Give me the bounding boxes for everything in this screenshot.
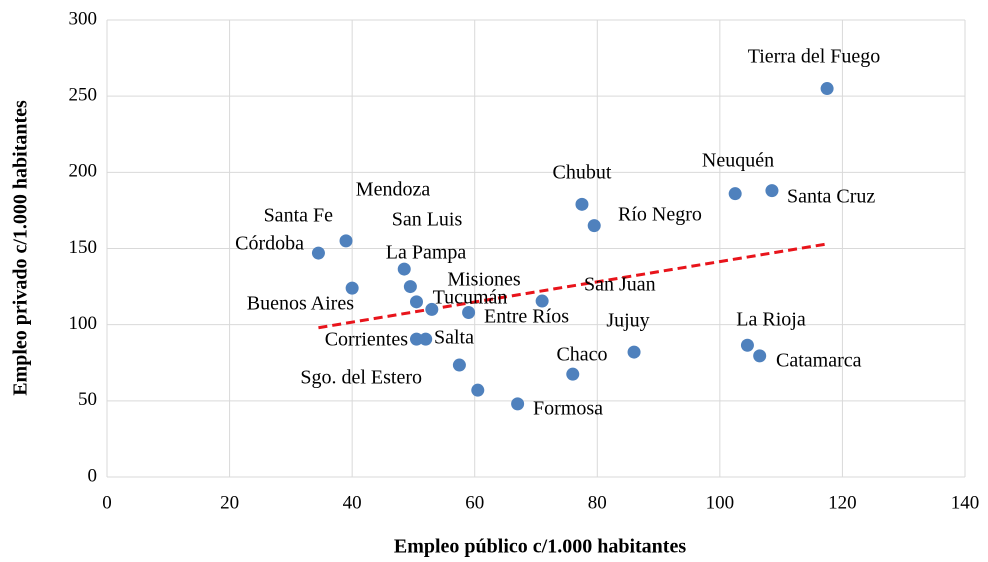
y-tick-label: 0 (88, 465, 98, 486)
point (311, 246, 325, 260)
y-axis-title: Empleo privado c/1.000 habitantes (10, 100, 32, 396)
y-tick-label: 300 (69, 8, 98, 29)
point (452, 358, 466, 372)
point (409, 295, 423, 309)
x-tick-label: 0 (102, 492, 112, 513)
point (403, 280, 417, 294)
point (511, 397, 525, 411)
x-tick-label: 120 (828, 492, 857, 513)
point (566, 367, 580, 381)
point-label: Córdoba (235, 233, 304, 255)
point (462, 305, 476, 319)
point-label: Salta (434, 327, 474, 349)
point-label: Santa Fe (264, 205, 334, 227)
point (535, 294, 549, 308)
point (425, 302, 439, 316)
point (345, 281, 359, 295)
point-label: Tucumán (433, 287, 508, 309)
point (820, 82, 834, 96)
point (397, 262, 411, 276)
point-label: Entre Ríos (484, 306, 569, 328)
x-tick-label: 80 (588, 492, 607, 513)
point-label: Río Negro (618, 204, 702, 226)
y-tick-label: 150 (69, 237, 98, 258)
x-tick-label: 100 (706, 492, 735, 513)
point-label: Jujuy (606, 310, 649, 332)
x-tick-label: 20 (220, 492, 239, 513)
point-label: Chubut (553, 162, 612, 184)
point-label: Neuquén (702, 150, 774, 172)
x-tick-label: 140 (951, 492, 980, 513)
point-label: San Luis (392, 209, 463, 231)
point (753, 349, 767, 363)
y-tick-label: 50 (78, 389, 97, 410)
point (339, 234, 353, 248)
point-label: San Juan (584, 274, 656, 296)
point-label: La Pampa (386, 242, 467, 264)
point-label: Tierra del Fuego (748, 46, 881, 68)
point (765, 184, 779, 198)
point-label: Sgo. del Estero (300, 367, 422, 389)
x-axis-title: Empleo público c/1.000 habitantes (394, 536, 686, 558)
point (728, 187, 742, 201)
point-label: Catamarca (776, 350, 862, 372)
y-tick-label: 250 (69, 85, 98, 106)
point-label: Santa Cruz (787, 186, 875, 208)
y-tick-label: 200 (69, 161, 98, 182)
point (409, 332, 423, 346)
point (575, 197, 589, 211)
point (419, 332, 433, 346)
point-label: La Rioja (736, 309, 806, 331)
x-tick-label: 40 (343, 492, 362, 513)
point-label: Corrientes (325, 329, 409, 351)
point-label: Buenos Aires (247, 293, 354, 315)
point-label: Mendoza (356, 179, 431, 201)
trendline (318, 242, 828, 330)
x-tick-label: 60 (465, 492, 484, 513)
point (471, 383, 485, 397)
point (587, 219, 601, 233)
y-tick-label: 100 (69, 313, 98, 334)
point-label: Chaco (556, 344, 607, 366)
point (627, 345, 641, 359)
point (740, 338, 754, 352)
point-label: Formosa (533, 398, 603, 420)
point-label: Misiones (447, 269, 521, 291)
